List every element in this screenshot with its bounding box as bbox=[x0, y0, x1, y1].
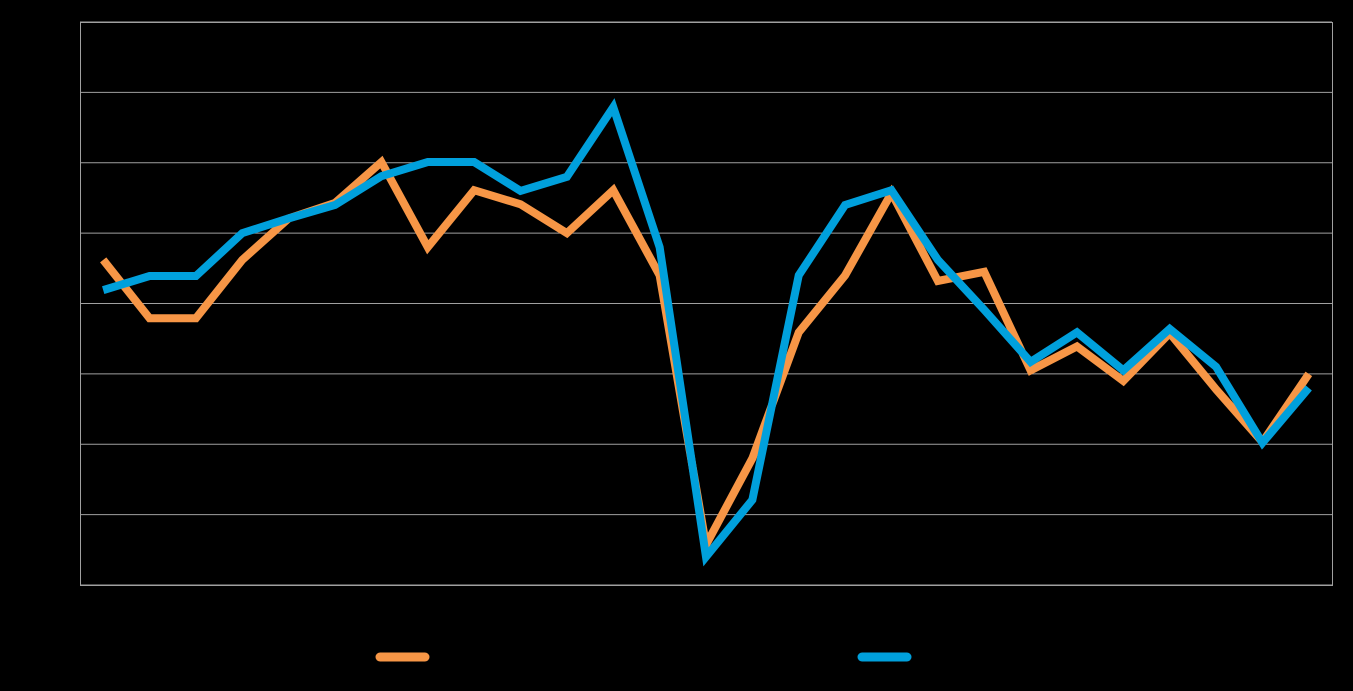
series-line bbox=[102, 98, 1312, 567]
